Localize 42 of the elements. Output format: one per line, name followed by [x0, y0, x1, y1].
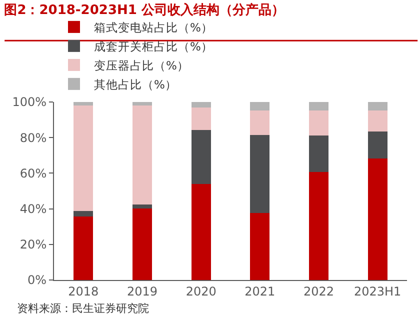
legend-label: 成套开关柜占比（%） — [94, 39, 213, 54]
y-tick-label: 100% — [12, 95, 47, 110]
bar — [250, 212, 270, 280]
bar — [368, 110, 388, 132]
x-tick-label: 2020 — [186, 284, 216, 298]
bar — [191, 102, 211, 108]
bar — [191, 107, 211, 130]
bar — [368, 102, 388, 111]
y-tick-label: 60% — [20, 166, 47, 180]
bar — [250, 102, 270, 111]
legend-label: 箱式变电站占比（%） — [94, 20, 213, 34]
bar — [309, 110, 328, 136]
bar — [74, 211, 94, 216]
bar — [191, 130, 211, 184]
bar — [132, 204, 152, 208]
bar — [250, 134, 270, 213]
bar — [74, 216, 94, 280]
bar — [309, 172, 328, 280]
y-tick-label: 40% — [20, 202, 47, 216]
bar — [132, 208, 152, 280]
y-tick-label: 0% — [28, 273, 47, 288]
bar — [132, 105, 152, 204]
y-tick-label: 80% — [20, 130, 47, 145]
y-tick-label: 20% — [20, 238, 47, 252]
bar — [74, 106, 94, 212]
bar — [309, 136, 328, 172]
x-tick-label: 2023H1 — [354, 284, 402, 298]
bar — [132, 102, 152, 106]
bar — [191, 184, 211, 280]
x-tick-label: 2019 — [126, 284, 158, 298]
bar — [74, 102, 94, 106]
text: 资料来源：民生证券研究院 — [17, 302, 149, 315]
bar — [309, 102, 328, 111]
bar — [368, 132, 388, 158]
bar — [250, 110, 270, 135]
legend-label: 其他占比（%） — [94, 77, 177, 92]
chart-title: 图2：2018-2023H1 公司收入结构（分产品） — [4, 2, 284, 18]
x-tick-label: 2018 — [68, 284, 99, 298]
x-tick-label: 2021 — [244, 284, 276, 298]
x-tick-label: 2022 — [303, 284, 334, 298]
bar — [368, 158, 388, 280]
legend-label: 变压器占比（%） — [94, 58, 189, 72]
